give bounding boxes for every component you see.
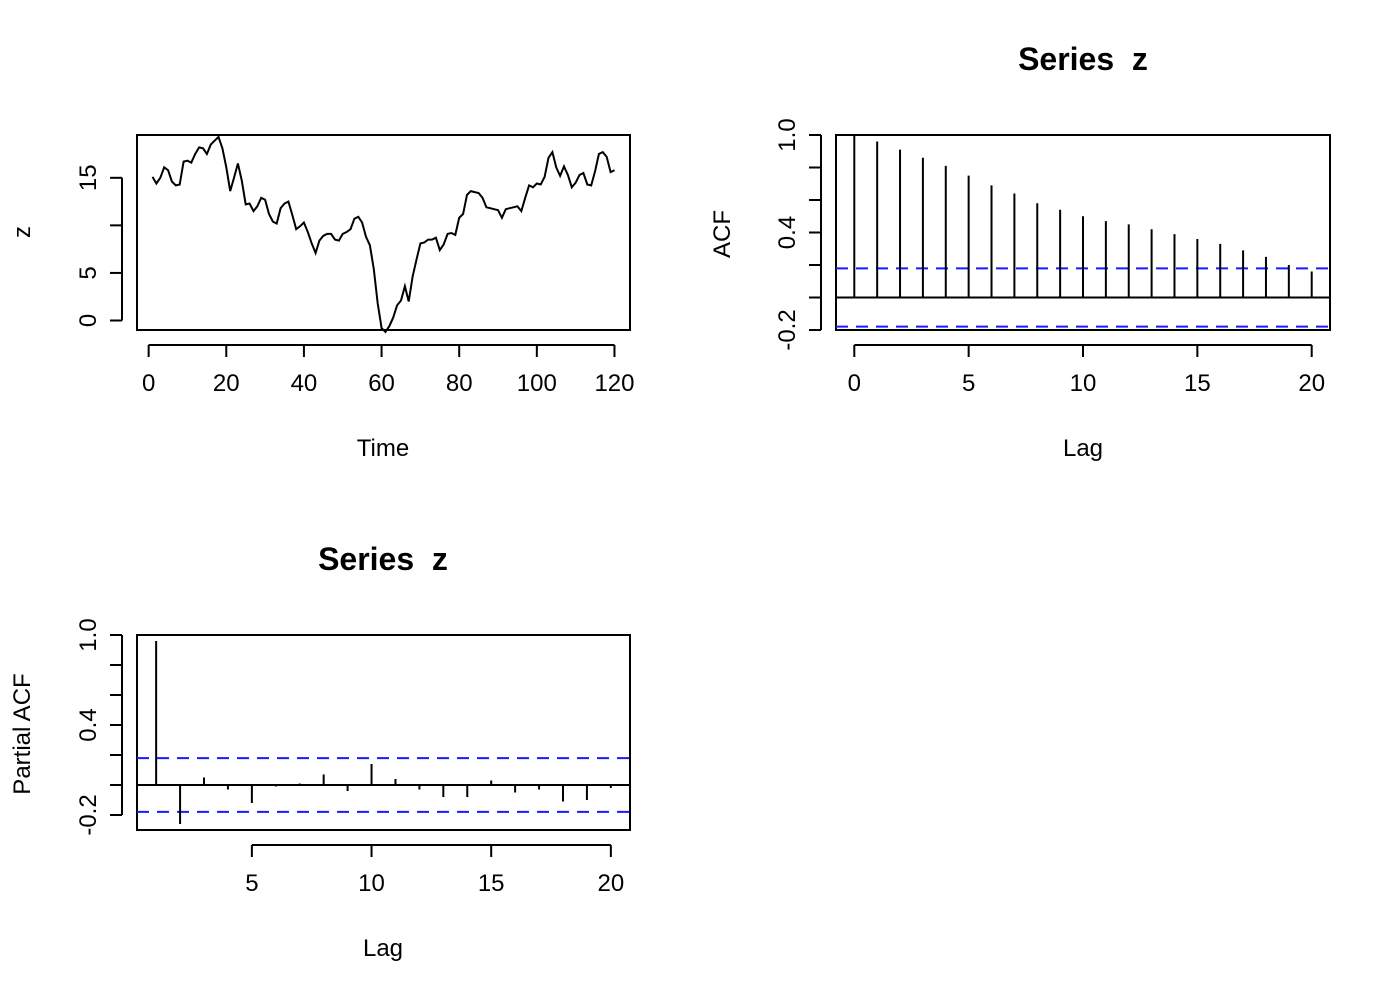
y-tick-label: 0 [75, 314, 102, 327]
x-tick-label: 0 [142, 370, 155, 397]
x-tick-label: 0 [848, 370, 861, 397]
plot-frame [136, 634, 631, 831]
y-tick-label: 1.0 [774, 118, 801, 151]
acf-panel: Series z 0 5 10 15 20 -0.2 0.4 1.0 Lag ACF [709, 41, 1331, 462]
x-axis-label: Time [357, 435, 409, 462]
y-tick-label: 0.4 [774, 216, 801, 249]
x-tick-label: 20 [1298, 370, 1325, 397]
y-tick-label: 5 [75, 266, 102, 279]
x-axis-label: Lag [363, 935, 403, 962]
x-axis: 5 10 15 20 [245, 844, 625, 897]
x-axis: 0 5 10 15 20 [848, 344, 1325, 397]
y-axis-label: Partial ACF [9, 673, 36, 794]
x-tick-label: 20 [213, 370, 240, 397]
y-axis: -0.2 0.4 1.0 [774, 118, 822, 351]
y-tick-label: 0.4 [75, 708, 102, 741]
pacf-title: Series z [318, 541, 448, 577]
x-axis-label: Lag [1063, 435, 1103, 462]
x-tick-label: 60 [368, 370, 395, 397]
y-axis-label: ACF [709, 210, 736, 258]
y-tick-label: -0.2 [75, 794, 102, 835]
x-axis: 0 20 40 60 80 100 120 [142, 344, 634, 397]
x-tick-label: 40 [291, 370, 318, 397]
pacf-panel: Series z 5 10 15 20 -0.2 0.4 1.0 Lag Partial … [9, 541, 631, 962]
x-tick-label: 15 [478, 870, 505, 897]
y-axis-label: z [9, 226, 36, 238]
y-tick-label: 1.0 [75, 618, 102, 651]
pacf-bars [137, 641, 630, 824]
x-tick-label: 20 [598, 870, 625, 897]
x-tick-label: 5 [962, 370, 975, 397]
series-line [151, 135, 615, 334]
x-tick-label: 10 [1070, 370, 1097, 397]
x-tick-label: 5 [245, 870, 258, 897]
y-tick-label: -0.2 [774, 309, 801, 350]
time-series-panel: 0 20 40 60 80 100 120 0 5 15 Time z [9, 134, 634, 462]
x-tick-label: 120 [594, 370, 634, 397]
acf-bars [836, 135, 1330, 328]
plot-frame [835, 134, 1331, 331]
x-tick-label: 100 [517, 370, 557, 397]
acf-title: Series z [1018, 41, 1148, 77]
x-tick-label: 10 [358, 870, 385, 897]
x-tick-label: 15 [1184, 370, 1211, 397]
y-tick-label: 15 [75, 164, 102, 191]
x-tick-label: 80 [446, 370, 473, 397]
y-axis: -0.2 0.4 1.0 [75, 618, 123, 836]
y-axis: 0 5 15 [75, 164, 123, 327]
